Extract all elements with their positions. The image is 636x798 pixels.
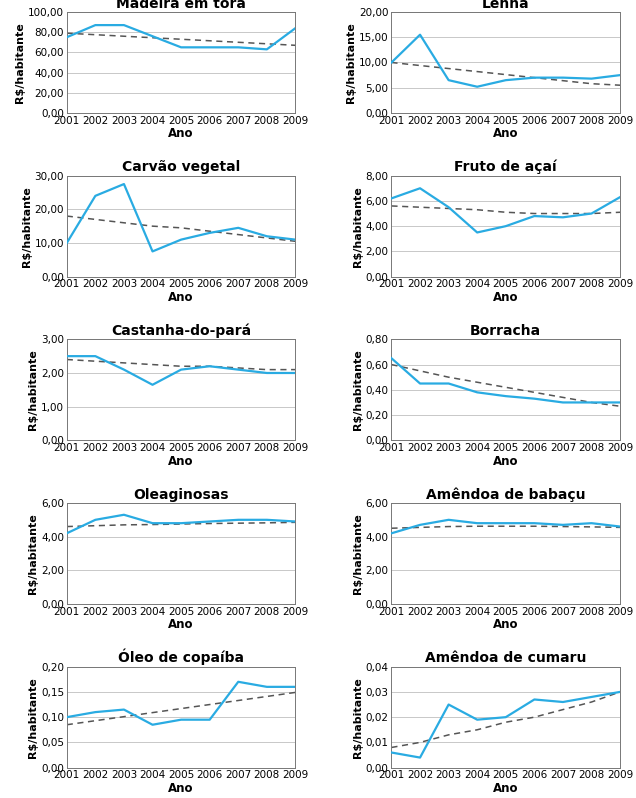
Y-axis label: R$/habitante: R$/habitante <box>28 677 38 757</box>
Y-axis label: R$/habitante: R$/habitante <box>15 22 25 103</box>
X-axis label: Ano: Ano <box>493 618 518 631</box>
Title: Madeira em tora: Madeira em tora <box>116 0 246 11</box>
Y-axis label: R$/habitante: R$/habitante <box>28 513 38 594</box>
Title: Óleo de copaíba: Óleo de copaíba <box>118 649 244 666</box>
Title: Amêndoa de cumaru: Amêndoa de cumaru <box>425 651 586 666</box>
Title: Carvão vegetal: Carvão vegetal <box>122 160 240 175</box>
Y-axis label: R$/habitante: R$/habitante <box>353 513 363 594</box>
Title: Amêndoa de babaçu: Amêndoa de babaçu <box>426 488 586 502</box>
Title: Fruto de açaí: Fruto de açaí <box>455 160 557 175</box>
X-axis label: Ano: Ano <box>169 618 194 631</box>
Y-axis label: R$/habitante: R$/habitante <box>353 677 363 757</box>
Title: Borracha: Borracha <box>470 324 541 338</box>
X-axis label: Ano: Ano <box>169 127 194 140</box>
Y-axis label: R$/habitante: R$/habitante <box>28 350 38 430</box>
Title: Castanha-do-pará: Castanha-do-pará <box>111 324 251 338</box>
X-axis label: Ano: Ano <box>169 290 194 304</box>
X-axis label: Ano: Ano <box>169 782 194 795</box>
X-axis label: Ano: Ano <box>169 455 194 468</box>
Y-axis label: R$/habitante: R$/habitante <box>346 22 356 103</box>
Y-axis label: R$/habitante: R$/habitante <box>353 186 363 267</box>
X-axis label: Ano: Ano <box>493 127 518 140</box>
Y-axis label: R$/habitante: R$/habitante <box>22 186 32 267</box>
Y-axis label: R$/habitante: R$/habitante <box>353 350 363 430</box>
X-axis label: Ano: Ano <box>493 290 518 304</box>
X-axis label: Ano: Ano <box>493 455 518 468</box>
X-axis label: Ano: Ano <box>493 782 518 795</box>
Title: Oleaginosas: Oleaginosas <box>134 488 229 502</box>
Title: Lenha: Lenha <box>482 0 530 11</box>
